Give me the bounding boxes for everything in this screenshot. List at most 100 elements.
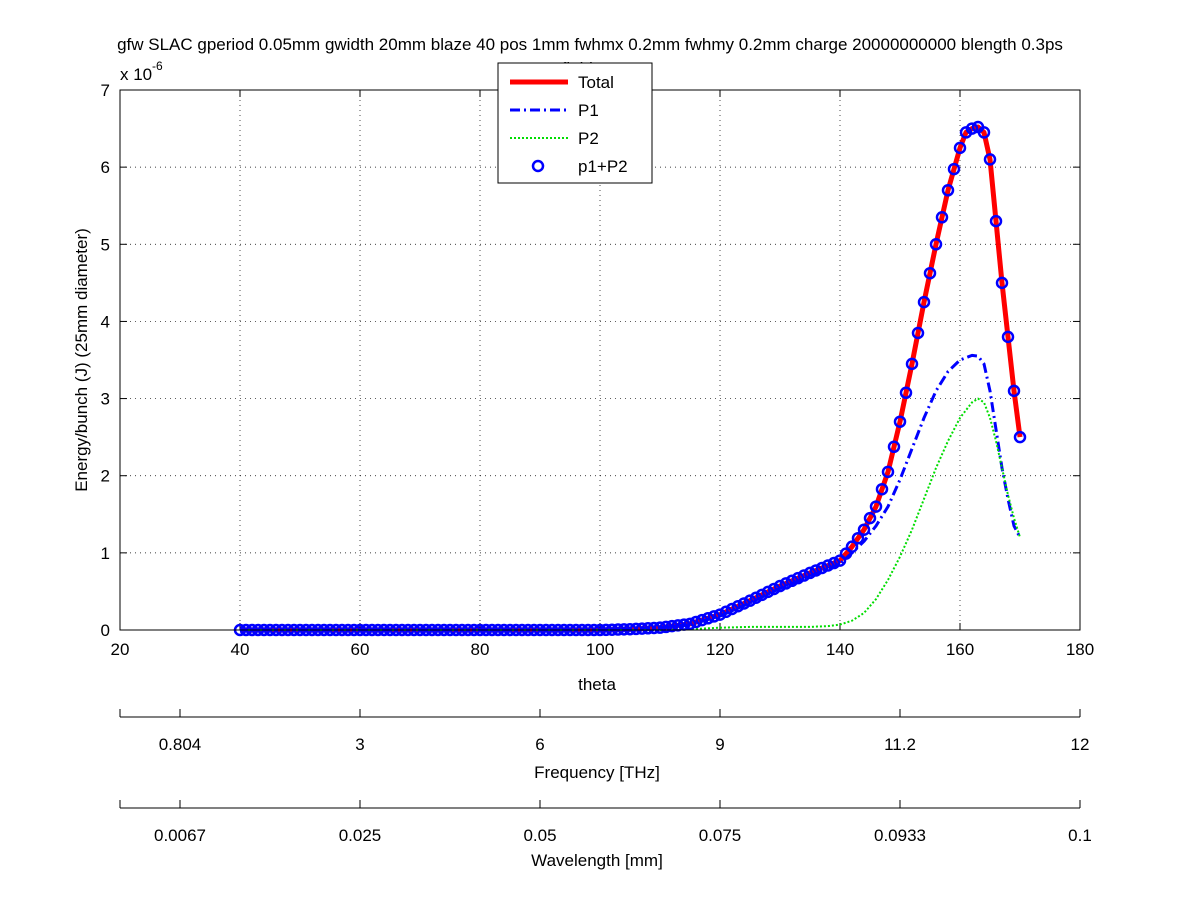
- data-point: [953, 141, 967, 155]
- data-point: [1013, 430, 1027, 444]
- data-point: [737, 597, 751, 610]
- data-point: [797, 569, 811, 582]
- data-point: [935, 211, 949, 224]
- y-tick-label: 2: [101, 467, 110, 486]
- data-point: [779, 577, 793, 590]
- data-point: [947, 162, 961, 176]
- data-point: [659, 620, 673, 634]
- data-point: [725, 602, 739, 616]
- data-point: [635, 622, 649, 635]
- chart-title: gfw SLAC gperiod 0.05mm gwidth 20mm blaz…: [117, 35, 1063, 54]
- data-point: [629, 622, 643, 636]
- data-point: [857, 523, 871, 536]
- data-point: [785, 574, 799, 588]
- x-tick-label: 80: [471, 640, 490, 659]
- data-point: [899, 386, 913, 400]
- data-point: [683, 617, 697, 631]
- x-tick-label: 120: [706, 640, 734, 659]
- data-point: [833, 554, 847, 567]
- wavelength-axis-label: Wavelength [mm]: [531, 851, 663, 870]
- data-point: [707, 610, 721, 623]
- x-tick-label: 100: [586, 640, 614, 659]
- data-point: [791, 571, 805, 585]
- legend: Total P1 P2 p1+P2: [497, 62, 653, 184]
- data-point: [977, 126, 991, 139]
- data-point: [719, 605, 733, 619]
- y-tick-label: 0: [101, 621, 110, 640]
- frequency-axis: 0.804 3 6 9 11.2 12: [119, 709, 1090, 754]
- data-point: [713, 608, 727, 621]
- data-point: [809, 564, 823, 577]
- data-point: [755, 588, 769, 602]
- data-point: [803, 566, 817, 580]
- y-tick-label: 6: [101, 158, 110, 177]
- data-point: [887, 440, 901, 454]
- y-tick-label: 5: [101, 235, 110, 254]
- x-tick-label: 140: [826, 640, 854, 659]
- data-point: [761, 585, 775, 599]
- axis-tick-label: 12: [1071, 735, 1090, 754]
- data-point: [743, 594, 757, 607]
- data-point: [1007, 384, 1021, 398]
- series-line: [240, 397, 1021, 631]
- data-point: [905, 357, 919, 371]
- data-point: [623, 622, 637, 636]
- y-tick-label: 1: [101, 544, 110, 563]
- axis-tick-label: 0.804: [159, 735, 202, 754]
- axis-tick-label: 9: [715, 735, 724, 754]
- axis-tick-label: 3: [355, 735, 364, 754]
- legend-label: Total: [578, 73, 614, 92]
- data-point: [641, 622, 655, 635]
- legend-entry: P1: [510, 101, 599, 120]
- data-point: [749, 591, 763, 605]
- data-point: [929, 238, 943, 251]
- data-point: [941, 184, 955, 197]
- data-point: [821, 559, 835, 572]
- axis-tick-label: 11.2: [884, 735, 916, 754]
- plot-area: 20 40 60 80 100 120 140 160 180 0 1 2 3 4 5 6 7: [101, 81, 1095, 659]
- y-exponent: x 10 -6: [120, 59, 163, 84]
- x-tick-label: 160: [946, 640, 974, 659]
- legend-entry: p1+P2: [531, 157, 628, 176]
- data-point: [851, 531, 865, 545]
- legend-marker: [531, 159, 545, 173]
- data-point: [845, 540, 859, 553]
- x-tick-label: 40: [231, 640, 250, 659]
- data-point: [869, 500, 883, 513]
- data-point: [815, 561, 829, 575]
- data-point: [767, 582, 781, 596]
- frequency-axis-label: Frequency [THz]: [534, 763, 660, 782]
- data-point: [881, 465, 895, 479]
- data-point: [995, 276, 1009, 290]
- legend-label: P2: [578, 129, 599, 148]
- data-point: [701, 612, 715, 625]
- legend-label: P1: [578, 101, 599, 120]
- data-point: [653, 621, 667, 634]
- legend-label: p1+P2: [578, 157, 628, 176]
- data-point: [965, 122, 979, 135]
- data-point: [665, 619, 679, 633]
- data-point: [1001, 330, 1015, 344]
- legend-entry: P2: [510, 129, 599, 148]
- axis-tick-label: 0.025: [339, 826, 382, 845]
- axis-tick-label: 0.0933: [874, 826, 926, 845]
- y-exponent-base: x 10: [120, 65, 152, 84]
- y-exponent-power: -6: [152, 59, 163, 73]
- x-tick-label: 60: [351, 640, 370, 659]
- data-point: [773, 579, 787, 593]
- data-point: [827, 556, 841, 570]
- y-tick-label: 7: [101, 81, 110, 100]
- axis-tick-label: 0.075: [699, 826, 742, 845]
- y-axis-label: Energy/bunch (J) (25mm diameter): [72, 228, 91, 492]
- data-point: [731, 599, 745, 613]
- x-tick-label: 20: [111, 640, 130, 659]
- data-point: [695, 613, 709, 627]
- data-point: [839, 547, 853, 560]
- data-point: [863, 511, 877, 525]
- data-point: [647, 621, 661, 635]
- data-point: [893, 415, 907, 428]
- data-point: [875, 482, 889, 496]
- axis-tick-label: 6: [535, 735, 544, 754]
- series-p2: [240, 397, 1021, 631]
